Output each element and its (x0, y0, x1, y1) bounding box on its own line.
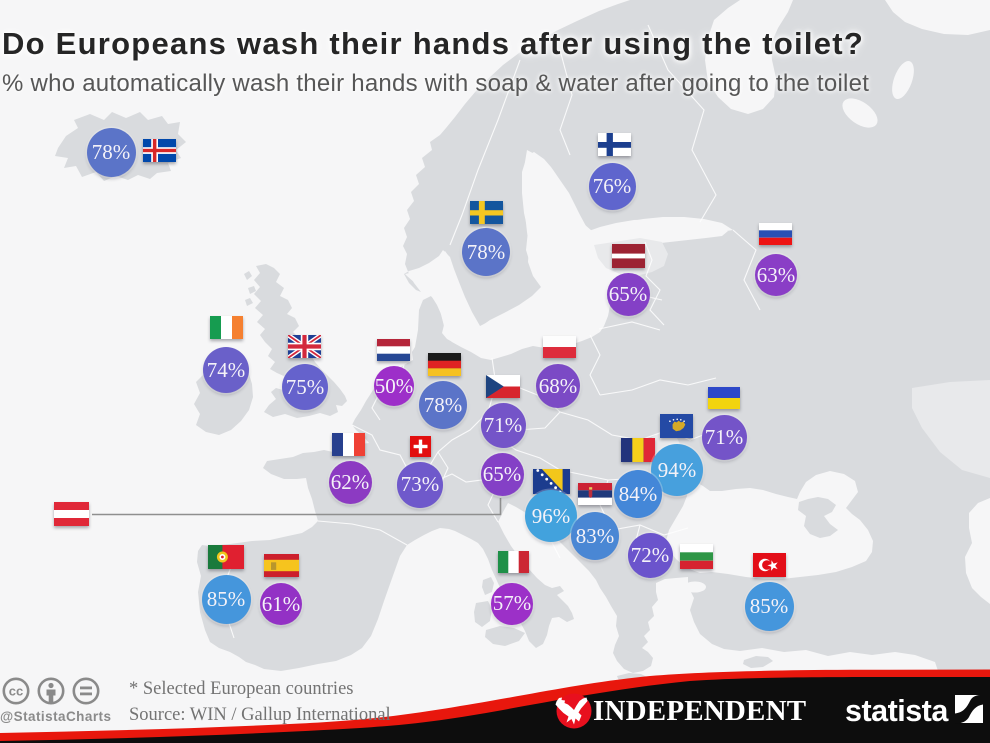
svg-text:cc: cc (9, 684, 23, 699)
